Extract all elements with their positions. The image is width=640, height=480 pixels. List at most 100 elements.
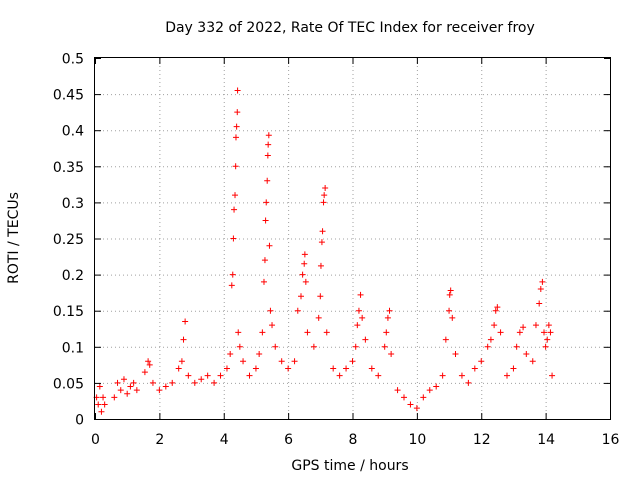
- x-tick-label: 6: [284, 432, 293, 448]
- y-tick-label: 0.35: [53, 160, 84, 176]
- data-point: [204, 372, 211, 379]
- data-point: [354, 322, 361, 329]
- data-point: [236, 343, 243, 350]
- data-point: [549, 372, 556, 379]
- x-tick-label: 12: [473, 432, 491, 448]
- y-tick-label: 0.1: [62, 340, 84, 356]
- data-point: [449, 314, 456, 321]
- data-point: [114, 379, 121, 386]
- data-point: [285, 365, 292, 372]
- data-point: [357, 291, 364, 298]
- data-point: [433, 383, 440, 390]
- data-point: [294, 307, 301, 314]
- data-point: [330, 365, 337, 372]
- y-tick-label: 0.25: [53, 232, 84, 248]
- data-point: [321, 192, 328, 199]
- x-tick-labels: 0 2 4 6 8 10 12 14 16: [91, 432, 619, 448]
- x-tick-label: 10: [408, 432, 426, 448]
- y-tick-label: 0: [75, 413, 84, 429]
- x-tick-label: 2: [155, 432, 164, 448]
- data-point: [272, 343, 279, 350]
- data-point: [315, 314, 322, 321]
- data-point: [401, 394, 407, 401]
- data-point: [545, 322, 552, 329]
- data-point: [234, 109, 241, 116]
- data-point: [310, 343, 317, 350]
- data-point: [304, 329, 311, 336]
- data-point: [191, 379, 198, 386]
- data-point: [388, 351, 395, 358]
- data-point: [536, 300, 543, 307]
- data-point: [185, 372, 192, 379]
- data-point: [458, 372, 465, 379]
- data-point: [439, 372, 446, 379]
- data-point: [95, 401, 102, 408]
- data-point: [291, 358, 298, 365]
- y-tick-label: 0.15: [53, 304, 84, 320]
- data-point: [117, 387, 124, 394]
- data-point: [301, 251, 308, 258]
- data-point: [278, 358, 285, 365]
- data-point: [484, 343, 491, 350]
- data-point: [111, 394, 118, 401]
- y-tick-label: 0.05: [53, 376, 84, 392]
- data-point: [492, 307, 499, 314]
- data-point: [162, 383, 169, 390]
- x-tick-label: 0: [91, 432, 100, 448]
- data-point: [452, 351, 459, 358]
- data-point: [269, 322, 276, 329]
- data-point: [413, 405, 420, 412]
- data-point: [261, 257, 268, 264]
- data-point: [465, 379, 472, 386]
- data-point: [298, 293, 304, 300]
- data-point: [359, 314, 366, 321]
- data-point: [383, 329, 390, 336]
- data-point: [246, 372, 253, 379]
- data-point: [267, 307, 274, 314]
- x-axis-label: GPS time / hours: [291, 458, 408, 474]
- data-point: [547, 329, 554, 336]
- data-point: [264, 177, 271, 184]
- data-point: [231, 206, 238, 213]
- data-point: [145, 358, 152, 365]
- data-point: [141, 369, 148, 376]
- data-point: [263, 199, 270, 206]
- data-point: [182, 318, 189, 325]
- data-point: [262, 217, 269, 224]
- data-point: [446, 307, 453, 314]
- data-point: [381, 343, 388, 350]
- data-point: [130, 379, 137, 386]
- data-point: [299, 271, 306, 278]
- data-point: [259, 329, 266, 336]
- data-point: [256, 351, 263, 358]
- data-point: [232, 134, 239, 141]
- y-tick-label: 0.3: [62, 196, 84, 212]
- data-point: [211, 379, 218, 386]
- data-point: [375, 372, 382, 379]
- data-point: [343, 365, 350, 372]
- data-point: [542, 343, 549, 350]
- data-point: [491, 322, 498, 329]
- data-point: [266, 242, 273, 249]
- y-tick-label: 0.45: [53, 88, 84, 104]
- data-point: [386, 307, 393, 314]
- axis-ticks: [95, 58, 611, 420]
- data-point: [217, 372, 224, 379]
- chart-title: Day 332 of 2022, Rate Of TEC Index for r…: [165, 20, 535, 36]
- data-point: [169, 379, 176, 386]
- data-point: [301, 260, 308, 267]
- data-point: [96, 383, 103, 390]
- data-point: [497, 329, 504, 336]
- data-point: [198, 376, 205, 383]
- data-point: [426, 387, 433, 394]
- data-point: [240, 358, 247, 365]
- data-point: [420, 394, 427, 401]
- y-axis-label: ROTI / TECUs: [6, 192, 22, 284]
- data-point: [336, 372, 343, 379]
- data-point: [349, 358, 356, 365]
- x-tick-label: 14: [537, 432, 555, 448]
- data-point: [317, 262, 324, 269]
- data-point: [532, 322, 539, 329]
- grid-lines: [95, 58, 610, 419]
